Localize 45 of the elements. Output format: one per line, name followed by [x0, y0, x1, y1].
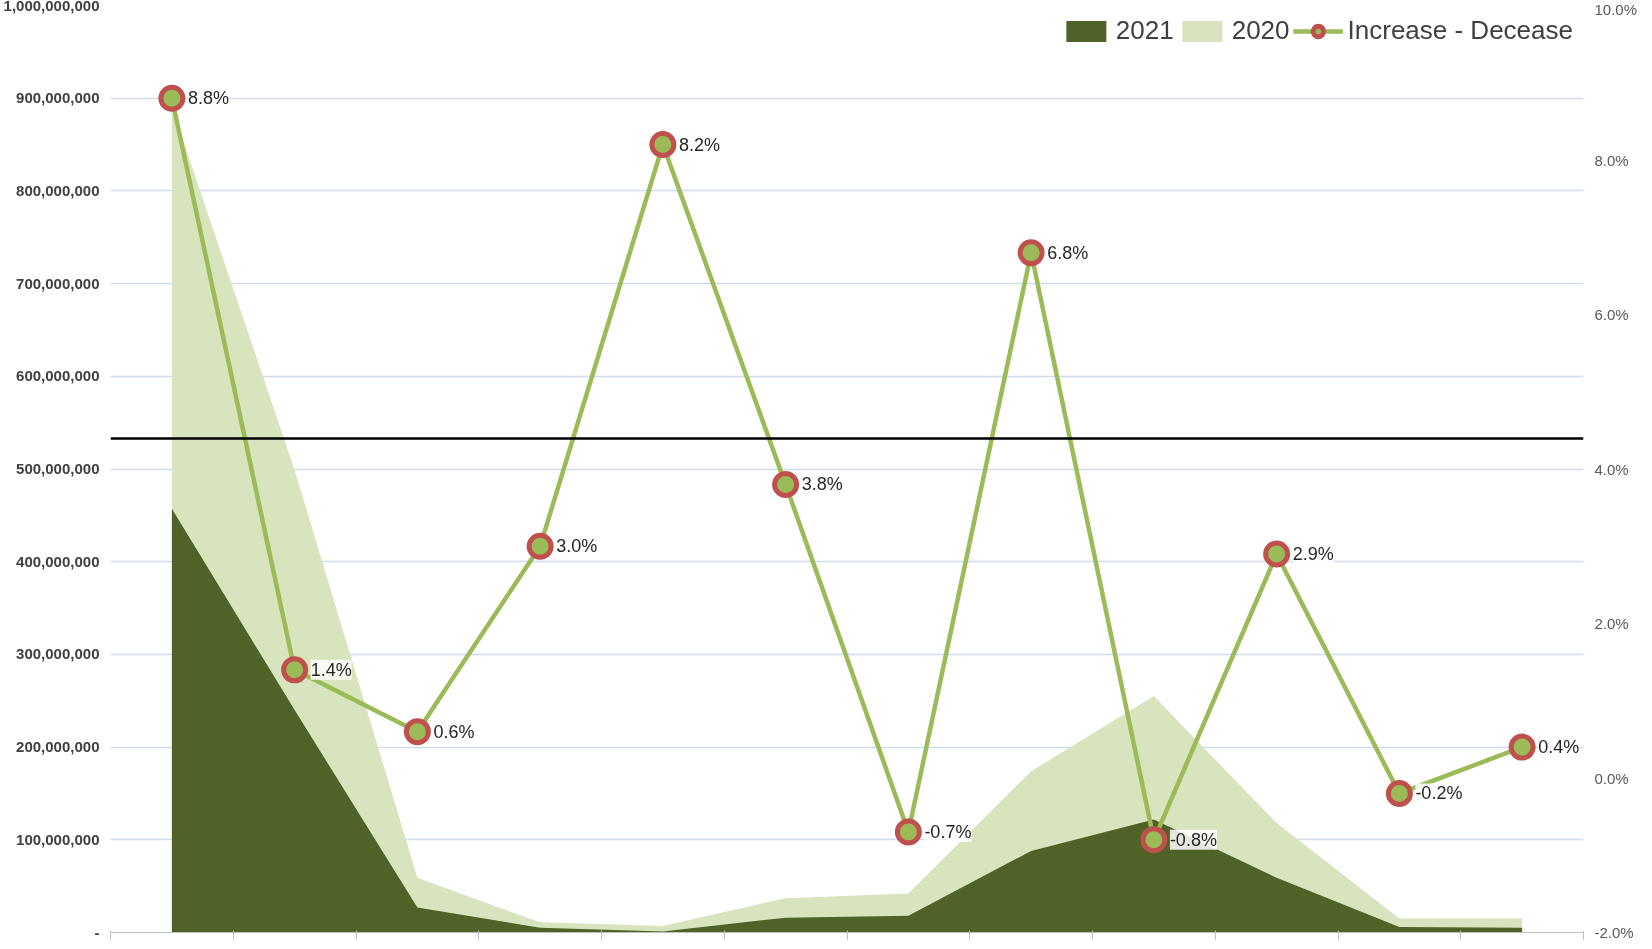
- point: [1385, 779, 1413, 807]
- y2-tick-label: 6.0%: [1594, 306, 1629, 323]
- data-label: -0.7%: [924, 822, 972, 843]
- y-tick-label: 500,000,000: [16, 460, 100, 477]
- legend-label: 2020: [1231, 15, 1290, 46]
- point: [403, 718, 431, 746]
- data-label: 0.6%: [433, 721, 475, 742]
- legend-label: 2021: [1115, 15, 1174, 46]
- point: [772, 470, 800, 498]
- y-tick-label: 900,000,000: [16, 89, 100, 107]
- data-label: -0.8%: [1169, 829, 1217, 850]
- y-tick-label: 300,000,000: [16, 645, 100, 663]
- data-label: 6.8%: [1047, 242, 1089, 263]
- point: [1017, 239, 1045, 267]
- point: [894, 818, 922, 846]
- data-label: 0.4%: [1538, 737, 1580, 758]
- y-tick-label: 200,000,000: [16, 738, 100, 756]
- legend-label: Increase - Decease: [1347, 15, 1573, 46]
- y2-tick-label: -2.0%: [1594, 923, 1634, 941]
- point: [281, 656, 309, 684]
- y2-tick-label: 8.0%: [1594, 151, 1629, 169]
- data-label: 8.8%: [187, 88, 229, 109]
- y2-tick-label: 0.0%: [1594, 769, 1629, 787]
- data-label: 1.4%: [310, 659, 352, 680]
- y-tick-label: 1,000,000,000: [3, 0, 100, 14]
- y-tick-label: 600,000,000: [16, 367, 100, 385]
- point: [649, 131, 677, 159]
- data-label: 3.0%: [556, 536, 598, 557]
- y-tick-label: -: [94, 923, 100, 941]
- point: [526, 532, 554, 560]
- y-tick-label: 400,000,000: [16, 552, 100, 570]
- y-tick-label: 800,000,000: [16, 181, 100, 199]
- data-label: 2.9%: [1292, 543, 1334, 564]
- point: [158, 84, 186, 112]
- data-label: 3.8%: [801, 474, 843, 495]
- y-tick-label: 700,000,000: [16, 274, 100, 292]
- y-tick-label: 100,000,000: [16, 830, 100, 848]
- point: [1508, 733, 1536, 761]
- point: [1140, 826, 1168, 854]
- data-label: -0.2%: [1415, 783, 1463, 804]
- data-label: 8.2%: [678, 134, 720, 155]
- y2-tick-label: 4.0%: [1594, 460, 1629, 478]
- point: [1263, 540, 1291, 568]
- y2-tick-label: 2.0%: [1594, 615, 1629, 632]
- y2-tick-label: 10.0%: [1594, 0, 1638, 18]
